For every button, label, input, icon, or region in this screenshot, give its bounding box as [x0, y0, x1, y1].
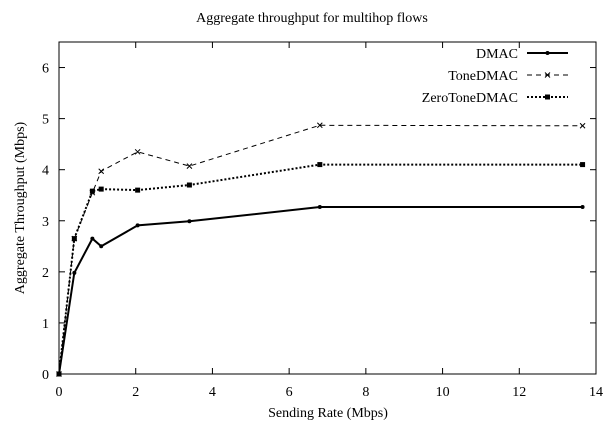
data-point: [317, 162, 323, 168]
data-point: [135, 187, 141, 193]
legend-item: ZeroToneDMAC: [422, 91, 568, 106]
series-layer: [56, 122, 586, 377]
y-tick-label: 2: [42, 266, 49, 281]
data-point: [56, 371, 62, 377]
y-tick-label: 1: [42, 317, 49, 332]
data-point: [90, 236, 95, 241]
series-tonedmac: [56, 122, 586, 377]
x-tick-label: 14: [589, 385, 603, 400]
data-point: [187, 219, 192, 224]
data-point: [135, 223, 140, 228]
data-point: [580, 162, 586, 168]
x-axis-label: Sending Rate (Mbps): [268, 406, 388, 421]
chart-title: Aggregate throughput for multihop flows: [196, 11, 428, 26]
series-line: [58, 206, 583, 375]
y-tick-label: 6: [42, 62, 49, 77]
data-point: [98, 168, 105, 175]
x-tick-label: 6: [286, 385, 293, 400]
legend-label: DMAC: [476, 47, 518, 62]
legend-marker: [545, 94, 550, 100]
data-point: [71, 236, 77, 242]
data-point: [72, 270, 77, 275]
legend: DMAC ToneDMAC ZeroToneDMAC: [422, 47, 568, 106]
series-dmac: [57, 204, 585, 376]
legend-item: DMAC: [476, 47, 568, 62]
y-tick-label: 5: [42, 113, 49, 128]
x-tick-label: 8: [362, 385, 369, 400]
y-axis-label: Aggregate Throughput (Mbps): [13, 121, 28, 294]
x-tick-label: 2: [132, 385, 139, 400]
data-point: [186, 163, 193, 169]
series-zerotonedmac: [56, 162, 586, 377]
legend-marker: [544, 72, 551, 78]
legend-item: ToneDMAC: [448, 69, 568, 84]
x-tick-label: 10: [436, 385, 450, 400]
x-tick-label: 12: [512, 385, 526, 400]
x-axis: 0 2 4 6 8 10 12 14: [56, 42, 603, 400]
y-axis: 0 1 2 3 4 5 6: [42, 62, 596, 383]
plot-frame: [58, 41, 597, 375]
legend-label: ToneDMAC: [448, 69, 518, 84]
data-point: [98, 186, 104, 192]
y-tick-label: 4: [42, 164, 49, 179]
y-tick-label: 3: [42, 215, 49, 230]
series-line: [58, 163, 583, 375]
y-tick-label: 0: [42, 368, 49, 383]
data-point: [579, 122, 586, 129]
data-point: [134, 148, 141, 155]
data-point: [580, 204, 585, 209]
data-point: [316, 122, 323, 129]
x-tick-label: 0: [56, 385, 63, 400]
data-point: [89, 188, 95, 194]
x-tick-label: 4: [209, 385, 216, 400]
legend-marker: [545, 51, 550, 55]
data-point: [186, 182, 192, 188]
data-point: [317, 204, 322, 209]
legend-label: ZeroToneDMAC: [422, 91, 518, 106]
data-point: [99, 244, 104, 249]
